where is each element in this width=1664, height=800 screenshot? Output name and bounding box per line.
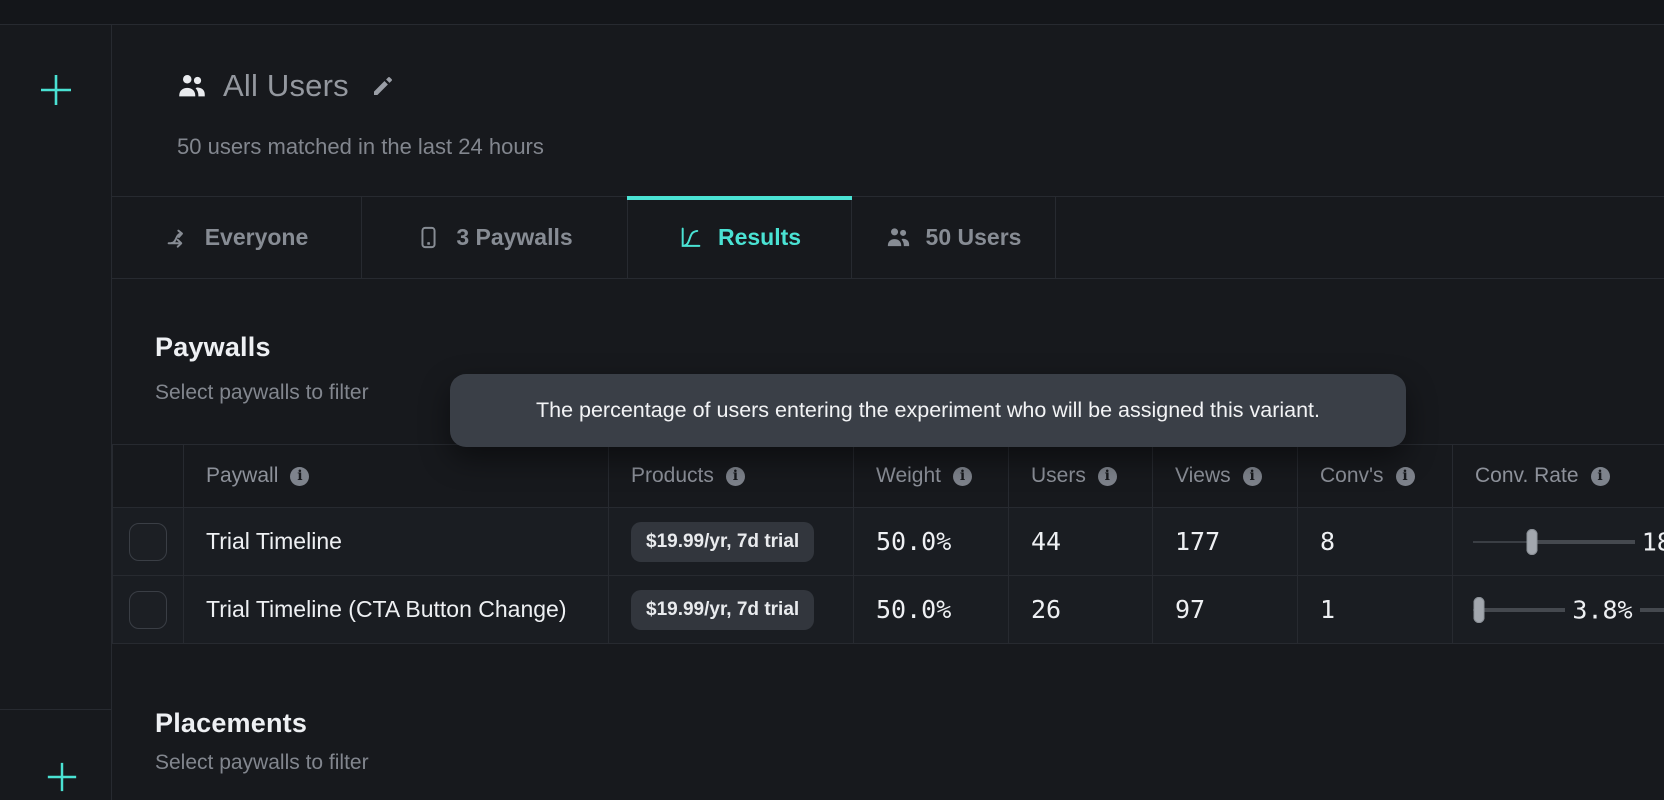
paywalls-section-title: Paywalls	[155, 332, 271, 362]
paywall-cell[interactable]: Trial Timeline	[184, 507, 609, 575]
header-select-column	[113, 445, 184, 507]
top-bar	[0, 0, 1664, 25]
tab-bar: Everyone 3 Paywalls Results 50 Users	[112, 196, 1664, 279]
tab-paywalls[interactable]: 3 Paywalls	[362, 197, 628, 278]
users-cell: 26	[1009, 575, 1153, 643]
tab-label: Results	[717, 224, 802, 250]
plus-icon	[47, 762, 77, 792]
row-checkbox[interactable]	[129, 590, 167, 629]
weight-tooltip: The percentage of users entering the exp…	[450, 374, 1406, 447]
paywall-cell[interactable]: Trial Timeline (CTA Button Change)	[184, 575, 609, 643]
table-row-select-cell	[113, 507, 184, 575]
tab-label: 3 Paywalls	[456, 224, 573, 250]
weight-cell: 50.0%	[854, 507, 1009, 575]
tab-everyone[interactable]: Everyone	[112, 197, 362, 278]
product-badge[interactable]: $19.99/yr, 7d trial	[631, 521, 815, 562]
conv-rate-cell: 3.8%	[1453, 575, 1664, 643]
header-users: Users	[1009, 445, 1153, 507]
phone-icon	[421, 226, 436, 249]
row-checkbox[interactable]	[129, 522, 167, 561]
conv-rate-cell: 18.2%	[1453, 507, 1664, 575]
products-cell: $19.99/yr, 7d trial	[609, 507, 854, 575]
add-item-button[interactable]	[42, 757, 82, 797]
tooltip-text: The percentage of users entering the exp…	[536, 398, 1320, 422]
slider-handle-icon[interactable]	[1526, 528, 1538, 555]
sidebar-divider	[0, 709, 111, 710]
match-summary: 50 users matched in the last 24 hours	[177, 134, 544, 159]
convs-cell: 8	[1298, 507, 1453, 575]
users-icon	[887, 228, 909, 247]
header-views: Views	[1153, 445, 1298, 507]
tab-label: Everyone	[204, 224, 309, 250]
info-icon[interactable]	[1242, 466, 1262, 486]
product-badge[interactable]: $19.99/yr, 7d trial	[631, 589, 815, 630]
add-experiment-button[interactable]	[36, 70, 76, 110]
slider-handle-icon[interactable]	[1473, 596, 1485, 623]
page-title: All Users	[223, 68, 349, 103]
tab-users[interactable]: 50 Users	[852, 197, 1056, 278]
tab-label: 50 Users	[925, 224, 1022, 250]
sidebar	[0, 25, 112, 800]
convs-cell: 1	[1298, 575, 1453, 643]
conv-rate-slider[interactable]: 18.2%	[1473, 508, 1664, 575]
info-icon[interactable]	[725, 466, 745, 486]
conv-rate-slider[interactable]: 3.8%	[1473, 576, 1664, 643]
conv-rate-value: 18.2%	[1634, 527, 1664, 556]
table-row-select-cell	[113, 575, 184, 643]
chart-curve-icon	[681, 227, 701, 247]
header-conv-rate: Conv. Rate	[1453, 445, 1664, 507]
plus-icon	[41, 75, 71, 105]
info-icon[interactable]	[290, 466, 310, 486]
slider-track	[1531, 539, 1664, 544]
header-convs: Conv's	[1298, 445, 1453, 507]
conv-rate-value: 3.8%	[1565, 595, 1640, 624]
tab-results[interactable]: Results	[627, 196, 852, 278]
info-icon[interactable]	[1097, 466, 1117, 486]
header-paywall: Paywall	[184, 445, 609, 507]
weight-cell: 50.0%	[854, 575, 1009, 643]
info-icon[interactable]	[1590, 466, 1610, 486]
products-cell: $19.99/yr, 7d trial	[609, 575, 854, 643]
info-icon[interactable]	[1395, 466, 1415, 486]
branch-arrow-icon	[167, 229, 183, 248]
users-icon	[179, 75, 205, 97]
placements-section-subtitle: Select paywalls to filter	[155, 751, 369, 774]
paywalls-table: Paywall Products Weight Users Views Conv…	[112, 444, 1664, 644]
slider-track-left	[1473, 540, 1532, 543]
info-icon[interactable]	[952, 466, 972, 486]
views-cell: 97	[1153, 575, 1298, 643]
edit-pencil-icon[interactable]	[371, 74, 395, 98]
placements-section-title: Placements	[155, 708, 308, 738]
views-cell: 177	[1153, 507, 1298, 575]
header-products: Products	[609, 445, 854, 507]
header-weight: Weight	[854, 445, 1009, 507]
paywalls-section-subtitle: Select paywalls to filter	[155, 381, 369, 404]
users-cell: 44	[1009, 507, 1153, 575]
